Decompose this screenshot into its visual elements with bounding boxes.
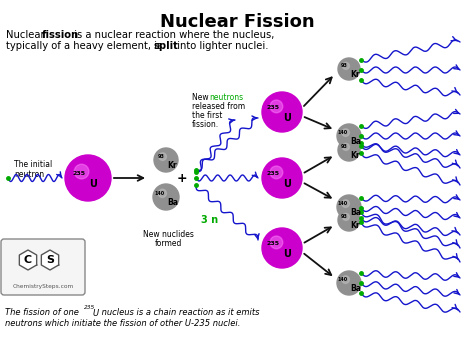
Text: typically of a heavy element, is: typically of a heavy element, is — [6, 41, 165, 51]
Circle shape — [270, 100, 283, 113]
Text: 93: 93 — [158, 154, 165, 159]
Circle shape — [342, 129, 349, 136]
Text: Kr: Kr — [167, 161, 177, 170]
Circle shape — [342, 200, 349, 207]
Text: The initial
neutron: The initial neutron — [14, 160, 52, 180]
Text: 235: 235 — [73, 171, 86, 176]
Circle shape — [74, 164, 89, 179]
Text: ChemistrySteps.com: ChemistrySteps.com — [12, 284, 73, 289]
Text: C: C — [24, 255, 32, 265]
Circle shape — [342, 214, 349, 220]
Text: Ba: Ba — [350, 208, 361, 217]
Text: S: S — [46, 255, 54, 265]
Polygon shape — [41, 250, 59, 270]
Text: The fission of one: The fission of one — [5, 308, 82, 317]
Text: New nuclides: New nuclides — [143, 230, 193, 239]
Circle shape — [342, 143, 349, 150]
Circle shape — [342, 276, 349, 284]
Text: fission: fission — [42, 30, 79, 40]
Circle shape — [262, 92, 302, 132]
Text: Ba: Ba — [350, 137, 361, 146]
Text: +: + — [177, 171, 187, 185]
Text: neutrons: neutrons — [209, 93, 243, 102]
Text: 93: 93 — [341, 63, 348, 68]
Text: fission.: fission. — [192, 120, 219, 129]
Text: New: New — [192, 93, 211, 102]
Circle shape — [342, 63, 349, 69]
Text: 140: 140 — [155, 191, 165, 196]
Text: 235: 235 — [84, 305, 95, 310]
Text: 140: 140 — [338, 277, 348, 282]
Text: 140: 140 — [338, 201, 348, 206]
Circle shape — [154, 148, 178, 172]
Text: U: U — [283, 113, 291, 123]
Text: 93: 93 — [341, 144, 348, 149]
Text: is a nuclear reaction where the nucleus,: is a nuclear reaction where the nucleus, — [71, 30, 274, 40]
Text: nucleus is a chain reaction as it emits: nucleus is a chain reaction as it emits — [99, 308, 259, 317]
Circle shape — [338, 58, 360, 80]
Text: the first: the first — [192, 111, 222, 120]
Text: Kr: Kr — [350, 70, 360, 79]
Circle shape — [153, 184, 179, 210]
Text: formed: formed — [155, 239, 182, 248]
Text: Kr: Kr — [350, 221, 360, 230]
Text: 235: 235 — [267, 171, 280, 176]
Text: Ba: Ba — [167, 198, 178, 207]
Circle shape — [262, 158, 302, 198]
Circle shape — [262, 228, 302, 268]
Text: 93: 93 — [341, 214, 348, 219]
Text: neutrons which initiate the fission of other U-235 nuclei.: neutrons which initiate the fission of o… — [5, 319, 240, 328]
Circle shape — [159, 153, 166, 160]
Circle shape — [338, 139, 360, 161]
Text: 235: 235 — [267, 105, 280, 110]
Text: Nuclear: Nuclear — [6, 30, 48, 40]
Circle shape — [270, 166, 283, 179]
Text: Nuclear Fission: Nuclear Fission — [160, 13, 314, 31]
Text: U: U — [89, 179, 97, 189]
Text: U: U — [283, 249, 291, 259]
Circle shape — [338, 209, 360, 231]
Text: Ba: Ba — [350, 284, 361, 293]
Text: U: U — [93, 309, 99, 318]
Circle shape — [337, 195, 361, 219]
Text: into lighter nuclei.: into lighter nuclei. — [174, 41, 268, 51]
Circle shape — [158, 189, 166, 198]
Circle shape — [270, 236, 283, 249]
Text: released from: released from — [192, 102, 245, 111]
Polygon shape — [19, 250, 36, 270]
FancyBboxPatch shape — [1, 239, 85, 295]
Circle shape — [337, 124, 361, 148]
Text: 235: 235 — [267, 241, 280, 246]
Text: U: U — [283, 179, 291, 189]
Circle shape — [65, 155, 111, 201]
Circle shape — [337, 271, 361, 295]
Text: 3 n: 3 n — [201, 215, 219, 225]
Text: split: split — [154, 41, 179, 51]
Text: Kr: Kr — [350, 151, 360, 160]
Text: 140: 140 — [338, 130, 348, 135]
